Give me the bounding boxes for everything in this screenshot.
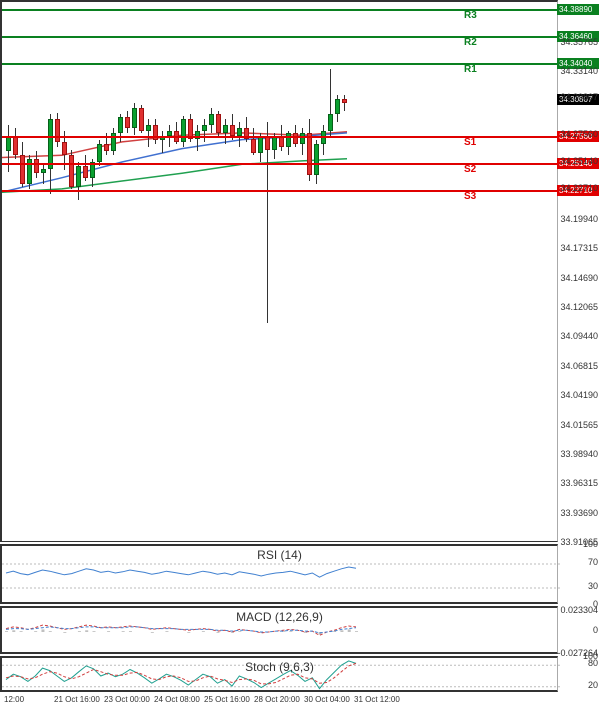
candle xyxy=(97,144,102,162)
candle-wick xyxy=(204,119,205,141)
candle xyxy=(104,144,109,151)
candle xyxy=(216,114,221,133)
candle xyxy=(230,125,235,136)
candle xyxy=(328,114,333,131)
candle xyxy=(20,155,25,184)
candle xyxy=(202,125,207,131)
candle xyxy=(41,169,46,173)
candle xyxy=(125,117,130,128)
candle xyxy=(76,166,81,186)
y-tick: 33.93690 xyxy=(560,508,598,518)
candle xyxy=(307,133,312,176)
rsi-tick: 100 xyxy=(583,539,598,549)
level-S1 xyxy=(2,136,560,138)
rsi-y-axis: 10070300 xyxy=(558,544,600,604)
rsi-tick: 70 xyxy=(588,557,598,567)
x-tick: 21 Oct 16:00 xyxy=(54,695,100,704)
candle xyxy=(265,136,270,149)
candle-wick xyxy=(148,119,149,147)
macd-tick: 0.023304 xyxy=(560,605,598,615)
y-tick: 34.17315 xyxy=(560,243,598,253)
candle xyxy=(335,99,340,114)
candle xyxy=(209,114,214,125)
rsi-title: RSI (14) xyxy=(257,548,302,562)
candle xyxy=(293,133,298,144)
x-tick: 25 Oct 16:00 xyxy=(204,695,250,704)
price-chart-panel: R334.38890R234.36460R134.34040S134.27560… xyxy=(0,0,558,542)
candle xyxy=(279,136,284,147)
level-S2 xyxy=(2,163,560,165)
y-tick: 34.14690 xyxy=(560,273,598,283)
level-label-S1: S1 xyxy=(464,137,476,148)
x-tick: 28 Oct 20:00 xyxy=(254,695,300,704)
level-S3 xyxy=(2,190,560,192)
candle-wick xyxy=(162,131,163,153)
y-tick: 34.30807 xyxy=(560,92,598,102)
level-label-R2: R2 xyxy=(464,37,477,48)
candle xyxy=(223,125,228,133)
candle xyxy=(83,166,88,177)
level-label-R1: R1 xyxy=(464,64,477,75)
candle xyxy=(69,155,74,186)
level-label-S2: S2 xyxy=(464,164,476,175)
y-tick: 34.12065 xyxy=(560,302,598,312)
stoch-tick: 20 xyxy=(588,680,598,690)
macd-title: MACD (12,26,9) xyxy=(236,610,323,624)
candle xyxy=(258,136,263,153)
stoch-y-axis: 1008020 xyxy=(558,656,600,692)
candle xyxy=(342,99,347,102)
y-tick: 34.35765 xyxy=(560,37,598,47)
candle xyxy=(62,142,67,155)
candle-wick xyxy=(344,95,345,111)
candle-wick xyxy=(43,164,44,184)
y-tick: 34.19940 xyxy=(560,214,598,224)
y-tick: 34.01565 xyxy=(560,420,598,430)
candle xyxy=(272,136,277,149)
candle-wick xyxy=(267,122,268,323)
y-tick: 34.04190 xyxy=(560,390,598,400)
candle xyxy=(181,119,186,141)
candle xyxy=(55,119,60,141)
stoch-title: Stoch (9,6,3) xyxy=(245,660,314,674)
x-tick: 12:00 xyxy=(4,695,24,704)
candle xyxy=(48,119,53,168)
level-label-S3: S3 xyxy=(464,191,476,202)
level-label-R3: R3 xyxy=(464,10,477,21)
candle xyxy=(13,136,18,155)
x-tick: 31 Oct 12:00 xyxy=(354,695,400,704)
y-tick: 34.06815 xyxy=(560,361,598,371)
moving-averages xyxy=(2,2,560,544)
y-tick: 34.25140 xyxy=(560,156,598,166)
x-tick: 30 Oct 04:00 xyxy=(304,695,350,704)
time-x-axis: 12:00 21 Oct 16:00 23 Oct 00:00 24 Oct 08:0… xyxy=(0,692,600,706)
stoch-panel: Stoch (9,6,3) xyxy=(0,656,558,692)
x-tick: 23 Oct 00:00 xyxy=(104,695,150,704)
candle xyxy=(34,159,39,174)
macd-tick: 0 xyxy=(593,625,598,635)
macd-y-axis: 0.0233040-0.027264 xyxy=(558,606,600,654)
rsi-panel: RSI (14) xyxy=(0,544,558,604)
y-tick: 34.33140 xyxy=(560,66,598,76)
candle xyxy=(6,136,11,151)
y-tick: 34.27560 xyxy=(560,129,598,139)
rsi-tick: 30 xyxy=(588,581,598,591)
y-tick: 34.09440 xyxy=(560,331,598,341)
price-y-axis: 34.33140 34.30807 34.27560 34.25140 34.22710… xyxy=(558,0,600,542)
stoch-tick: 80 xyxy=(588,658,598,668)
macd-panel: MACD (12,26,9) xyxy=(0,606,558,654)
candle xyxy=(251,139,256,154)
y-tick: 34.22710 xyxy=(560,183,598,193)
x-tick: 24 Oct 08:00 xyxy=(154,695,200,704)
candle xyxy=(146,125,151,131)
y-tick: 33.96315 xyxy=(560,478,598,488)
candle xyxy=(300,133,305,144)
candle xyxy=(314,144,319,175)
candle xyxy=(118,117,123,133)
y-tick: 33.98940 xyxy=(560,449,598,459)
candle xyxy=(139,108,144,130)
candle xyxy=(132,108,137,128)
